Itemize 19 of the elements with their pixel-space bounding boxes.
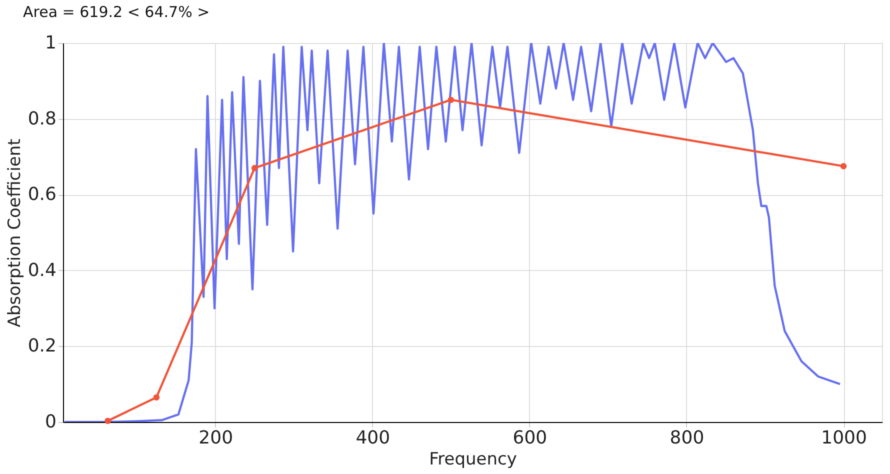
y-tick-label: 0 <box>45 412 56 432</box>
y-tick-label: 1 <box>45 32 56 54</box>
x-tick-label: 400 <box>356 428 390 448</box>
point <box>153 394 160 401</box>
x-tick-label: 200 <box>198 428 234 448</box>
y-tick-label: 0.8 <box>28 108 56 130</box>
y-tick-label: 0.4 <box>28 260 56 281</box>
chart-title: Area = 619.2 < 64.7% > <box>23 3 210 21</box>
point <box>251 164 258 172</box>
x-tick-label: 800 <box>670 428 704 448</box>
x-tick-label: 1000 <box>821 428 867 448</box>
x-tick-label: 600 <box>512 428 548 448</box>
y-tick-label: 0.6 <box>28 184 56 206</box>
y-axis-title: Absorption Coefficient <box>4 138 25 328</box>
point <box>840 163 847 170</box>
y-tick-label: 0.2 <box>28 336 56 357</box>
point <box>448 96 454 104</box>
point <box>104 418 111 424</box>
x-axis-title: Frequency <box>429 450 517 470</box>
